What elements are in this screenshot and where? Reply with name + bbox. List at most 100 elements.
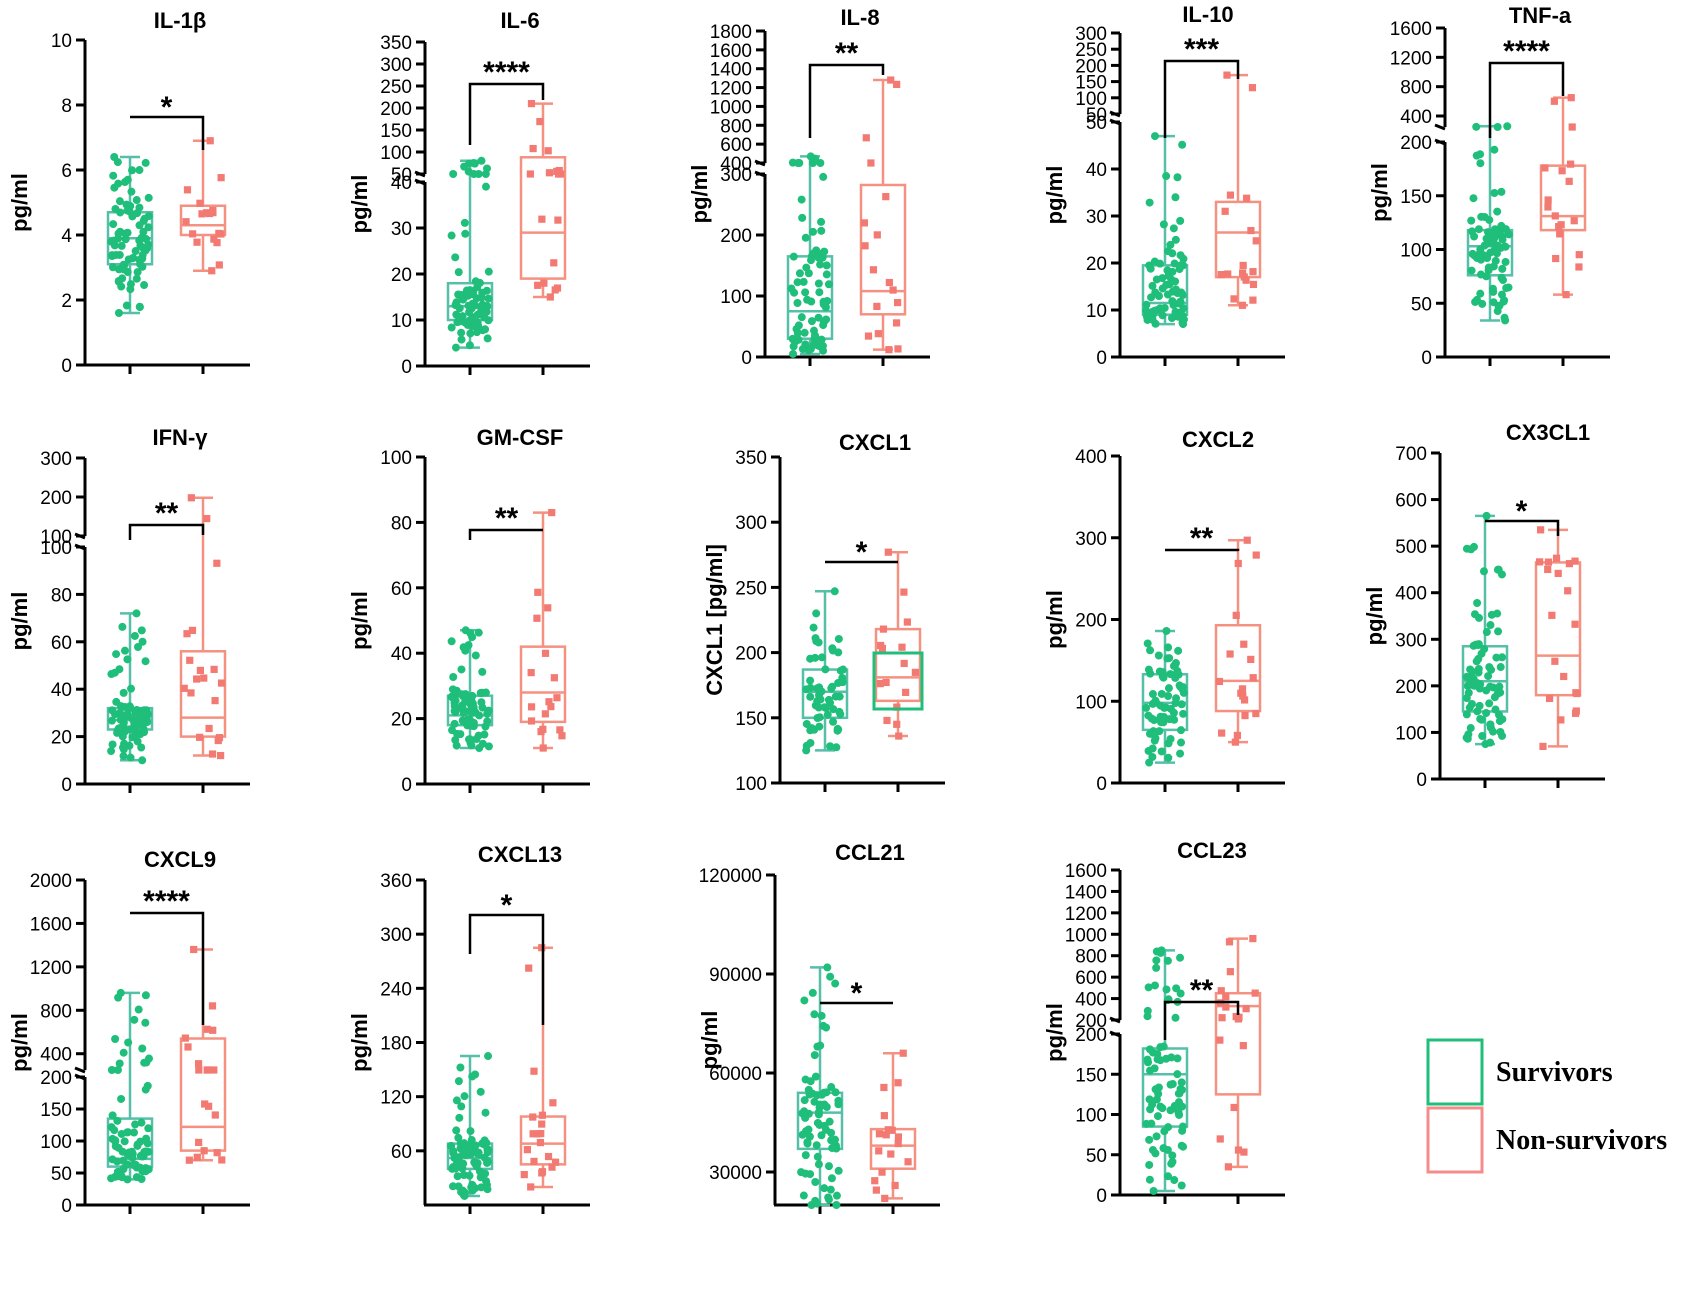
data-point	[1217, 271, 1225, 279]
data-point	[1482, 708, 1491, 717]
data-point	[137, 1174, 146, 1183]
data-point	[904, 1158, 912, 1166]
data-point	[454, 1077, 463, 1086]
data-point	[143, 718, 152, 727]
data-point	[1178, 1122, 1187, 1131]
data-point	[1486, 720, 1495, 729]
y-tick-label: 100	[1075, 89, 1107, 110]
data-point	[1158, 311, 1167, 320]
data-point	[130, 1015, 139, 1024]
data-point	[447, 323, 456, 332]
data-point	[457, 328, 466, 337]
chart-title: IL-10	[1182, 2, 1233, 27]
data-point	[1145, 1135, 1154, 1144]
data-point	[116, 724, 125, 733]
data-point	[793, 299, 802, 308]
axis-break-mark	[414, 170, 426, 178]
data-point	[465, 1171, 474, 1180]
data-point	[1240, 273, 1248, 281]
data-point	[1476, 714, 1485, 723]
data-point	[1252, 551, 1260, 559]
data-point	[817, 226, 826, 235]
data-point	[887, 76, 895, 84]
data-point	[900, 588, 908, 596]
data-point	[472, 735, 481, 744]
y-axis-label: pg/ml	[347, 591, 372, 650]
data-point	[132, 609, 141, 618]
data-point	[1539, 742, 1547, 750]
y-tick-label: 100	[380, 448, 412, 469]
data-point	[832, 743, 841, 752]
data-point	[523, 1146, 531, 1154]
significance-label: **	[835, 37, 859, 70]
data-point	[814, 638, 823, 647]
data-point	[815, 683, 824, 692]
data-point	[834, 679, 843, 688]
data-point	[447, 231, 456, 240]
significance-label: *	[1516, 495, 1528, 528]
data-point	[203, 514, 211, 523]
y-tick-label: 50	[1086, 105, 1107, 126]
data-point	[885, 278, 893, 287]
y-tick-label: 200	[720, 226, 752, 247]
box-survivors	[796, 963, 844, 1209]
data-point	[477, 156, 486, 165]
data-point	[138, 1044, 147, 1053]
data-point	[1146, 264, 1155, 273]
y-tick-label: 100	[380, 143, 412, 164]
data-point	[117, 282, 126, 291]
data-point	[1545, 694, 1554, 703]
data-point	[1503, 122, 1512, 131]
data-point	[453, 318, 462, 327]
data-point	[460, 218, 469, 227]
data-point	[1249, 674, 1257, 682]
data-point	[833, 726, 842, 735]
data-point	[1150, 981, 1159, 990]
data-point	[113, 1116, 122, 1125]
data-point	[1479, 567, 1488, 576]
data-point	[1164, 643, 1173, 652]
data-point	[1498, 731, 1507, 740]
data-point	[123, 1128, 132, 1137]
data-point	[814, 1160, 823, 1169]
data-point	[801, 1113, 810, 1122]
y-tick-label: 800	[1075, 947, 1107, 968]
data-point	[1215, 677, 1224, 686]
data-point	[132, 274, 141, 283]
data-point	[450, 707, 459, 716]
data-point	[1251, 989, 1259, 997]
data-point	[1498, 235, 1507, 244]
data-point	[128, 1153, 137, 1162]
data-point	[1179, 709, 1188, 718]
data-point	[1249, 268, 1257, 276]
data-point	[827, 1136, 836, 1145]
data-point	[478, 667, 487, 676]
significance-bracket	[1485, 519, 1560, 536]
data-point	[814, 703, 823, 712]
data-point	[190, 945, 198, 954]
y-tick-label: 0	[61, 775, 72, 796]
data-point	[1168, 1151, 1177, 1160]
significance-label: *	[501, 889, 513, 922]
data-point	[823, 710, 832, 719]
data-point	[1171, 235, 1180, 244]
significance-bracket	[1488, 61, 1565, 138]
data-point	[196, 733, 204, 741]
data-point	[205, 209, 214, 218]
data-point	[1154, 1089, 1163, 1098]
data-point	[481, 325, 490, 334]
data-point	[1571, 557, 1579, 565]
data-point	[1150, 132, 1159, 141]
data-point	[894, 1139, 902, 1148]
data-point	[1252, 237, 1260, 245]
data-point	[135, 166, 144, 175]
data-point	[1467, 266, 1476, 275]
data-point	[1240, 696, 1249, 704]
data-point	[811, 1072, 820, 1081]
significance-label: ****	[483, 56, 530, 89]
y-tick-label: 40	[391, 644, 412, 665]
data-point	[1568, 123, 1576, 131]
data-point	[809, 623, 818, 632]
data-point	[107, 1066, 116, 1074]
